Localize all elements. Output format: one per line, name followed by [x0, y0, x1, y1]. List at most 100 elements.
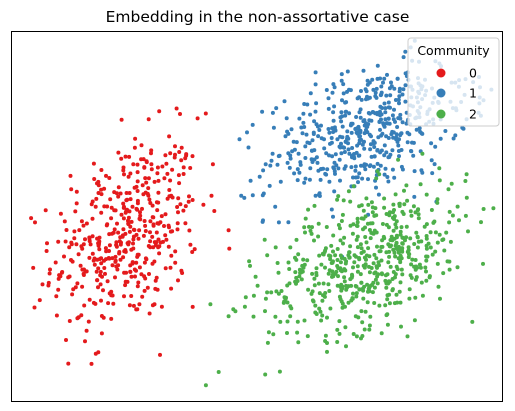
point-community-2	[463, 179, 468, 183]
point-community-0	[163, 266, 168, 271]
point-community-0	[96, 241, 101, 246]
point-community-1	[367, 95, 372, 100]
point-community-2	[312, 238, 316, 243]
point-community-1	[312, 119, 317, 124]
point-community-2	[398, 257, 403, 262]
point-community-0	[181, 165, 186, 170]
point-community-0	[118, 257, 123, 262]
point-community-0	[89, 361, 94, 366]
point-community-1	[294, 140, 299, 145]
point-community-0	[70, 292, 75, 297]
point-community-2	[361, 288, 366, 293]
point-community-2	[301, 257, 306, 262]
point-community-1	[363, 87, 368, 92]
point-community-2	[400, 272, 405, 277]
point-community-1	[390, 113, 395, 118]
point-community-2	[383, 303, 388, 308]
point-community-1	[346, 141, 350, 146]
point-community-1	[397, 154, 401, 159]
point-community-1	[378, 127, 382, 132]
point-community-0	[54, 294, 59, 299]
point-community-1	[260, 109, 265, 114]
point-community-2	[427, 275, 432, 280]
point-community-1	[369, 118, 374, 123]
point-community-2	[446, 187, 451, 192]
point-community-2	[331, 233, 336, 238]
point-community-2	[329, 243, 334, 248]
point-community-0	[125, 241, 130, 246]
point-community-0	[120, 234, 125, 239]
point-community-2	[372, 285, 377, 290]
point-community-0	[99, 314, 104, 318]
point-community-2	[408, 236, 413, 241]
point-community-0	[166, 223, 171, 228]
point-community-0	[108, 197, 113, 202]
point-community-1	[317, 192, 321, 197]
point-community-1	[359, 89, 363, 93]
point-community-1	[376, 135, 381, 140]
point-community-2	[400, 235, 405, 240]
point-community-2	[408, 273, 413, 278]
point-community-2	[318, 309, 323, 314]
point-community-0	[109, 293, 114, 298]
point-community-2	[382, 205, 387, 210]
point-community-1	[373, 94, 378, 99]
point-community-2	[302, 225, 307, 230]
point-community-1	[403, 83, 408, 88]
point-community-0	[134, 268, 138, 273]
point-community-0	[117, 250, 122, 254]
point-community-0	[90, 199, 95, 204]
point-community-0	[138, 210, 142, 215]
point-community-0	[135, 207, 140, 212]
point-community-0	[141, 233, 146, 238]
point-community-2	[352, 260, 357, 265]
point-community-2	[288, 314, 293, 319]
point-community-2	[336, 194, 341, 199]
point-community-2	[336, 274, 340, 279]
point-community-1	[410, 140, 414, 145]
point-community-2	[361, 249, 366, 254]
point-community-0	[153, 243, 158, 248]
point-community-2	[418, 265, 423, 270]
point-community-2	[316, 221, 321, 226]
point-community-2	[367, 285, 372, 290]
point-community-2	[343, 268, 348, 273]
point-community-2	[447, 220, 452, 225]
point-community-2	[370, 221, 375, 226]
point-community-1	[341, 91, 346, 96]
point-community-1	[383, 106, 388, 111]
point-community-2	[374, 176, 379, 181]
point-community-0	[173, 260, 178, 265]
point-community-2	[435, 197, 440, 202]
point-community-2	[420, 151, 425, 156]
point-community-2	[313, 303, 318, 308]
point-community-2	[390, 277, 395, 281]
point-community-2	[276, 291, 281, 296]
point-community-1	[330, 126, 335, 131]
point-community-1	[453, 133, 458, 138]
point-community-0	[109, 289, 114, 294]
point-community-0	[48, 267, 52, 272]
point-community-0	[90, 234, 95, 239]
legend-label-1: 1	[469, 86, 477, 101]
point-community-2	[409, 213, 414, 218]
point-community-1	[357, 130, 362, 135]
point-community-2	[404, 183, 409, 188]
point-community-1	[269, 158, 274, 163]
point-community-0	[37, 298, 42, 303]
point-community-0	[127, 303, 132, 308]
point-community-2	[263, 296, 268, 301]
point-community-0	[155, 287, 160, 292]
point-community-0	[74, 242, 79, 247]
point-community-0	[148, 201, 153, 205]
point-community-0	[88, 242, 93, 247]
point-community-1	[369, 154, 374, 159]
point-community-0	[163, 212, 168, 217]
point-community-1	[324, 88, 329, 92]
point-community-2	[457, 218, 461, 223]
point-community-0	[77, 228, 82, 233]
point-community-1	[292, 171, 297, 176]
point-community-2	[354, 334, 359, 339]
point-community-0	[148, 219, 153, 224]
point-community-1	[268, 163, 273, 168]
